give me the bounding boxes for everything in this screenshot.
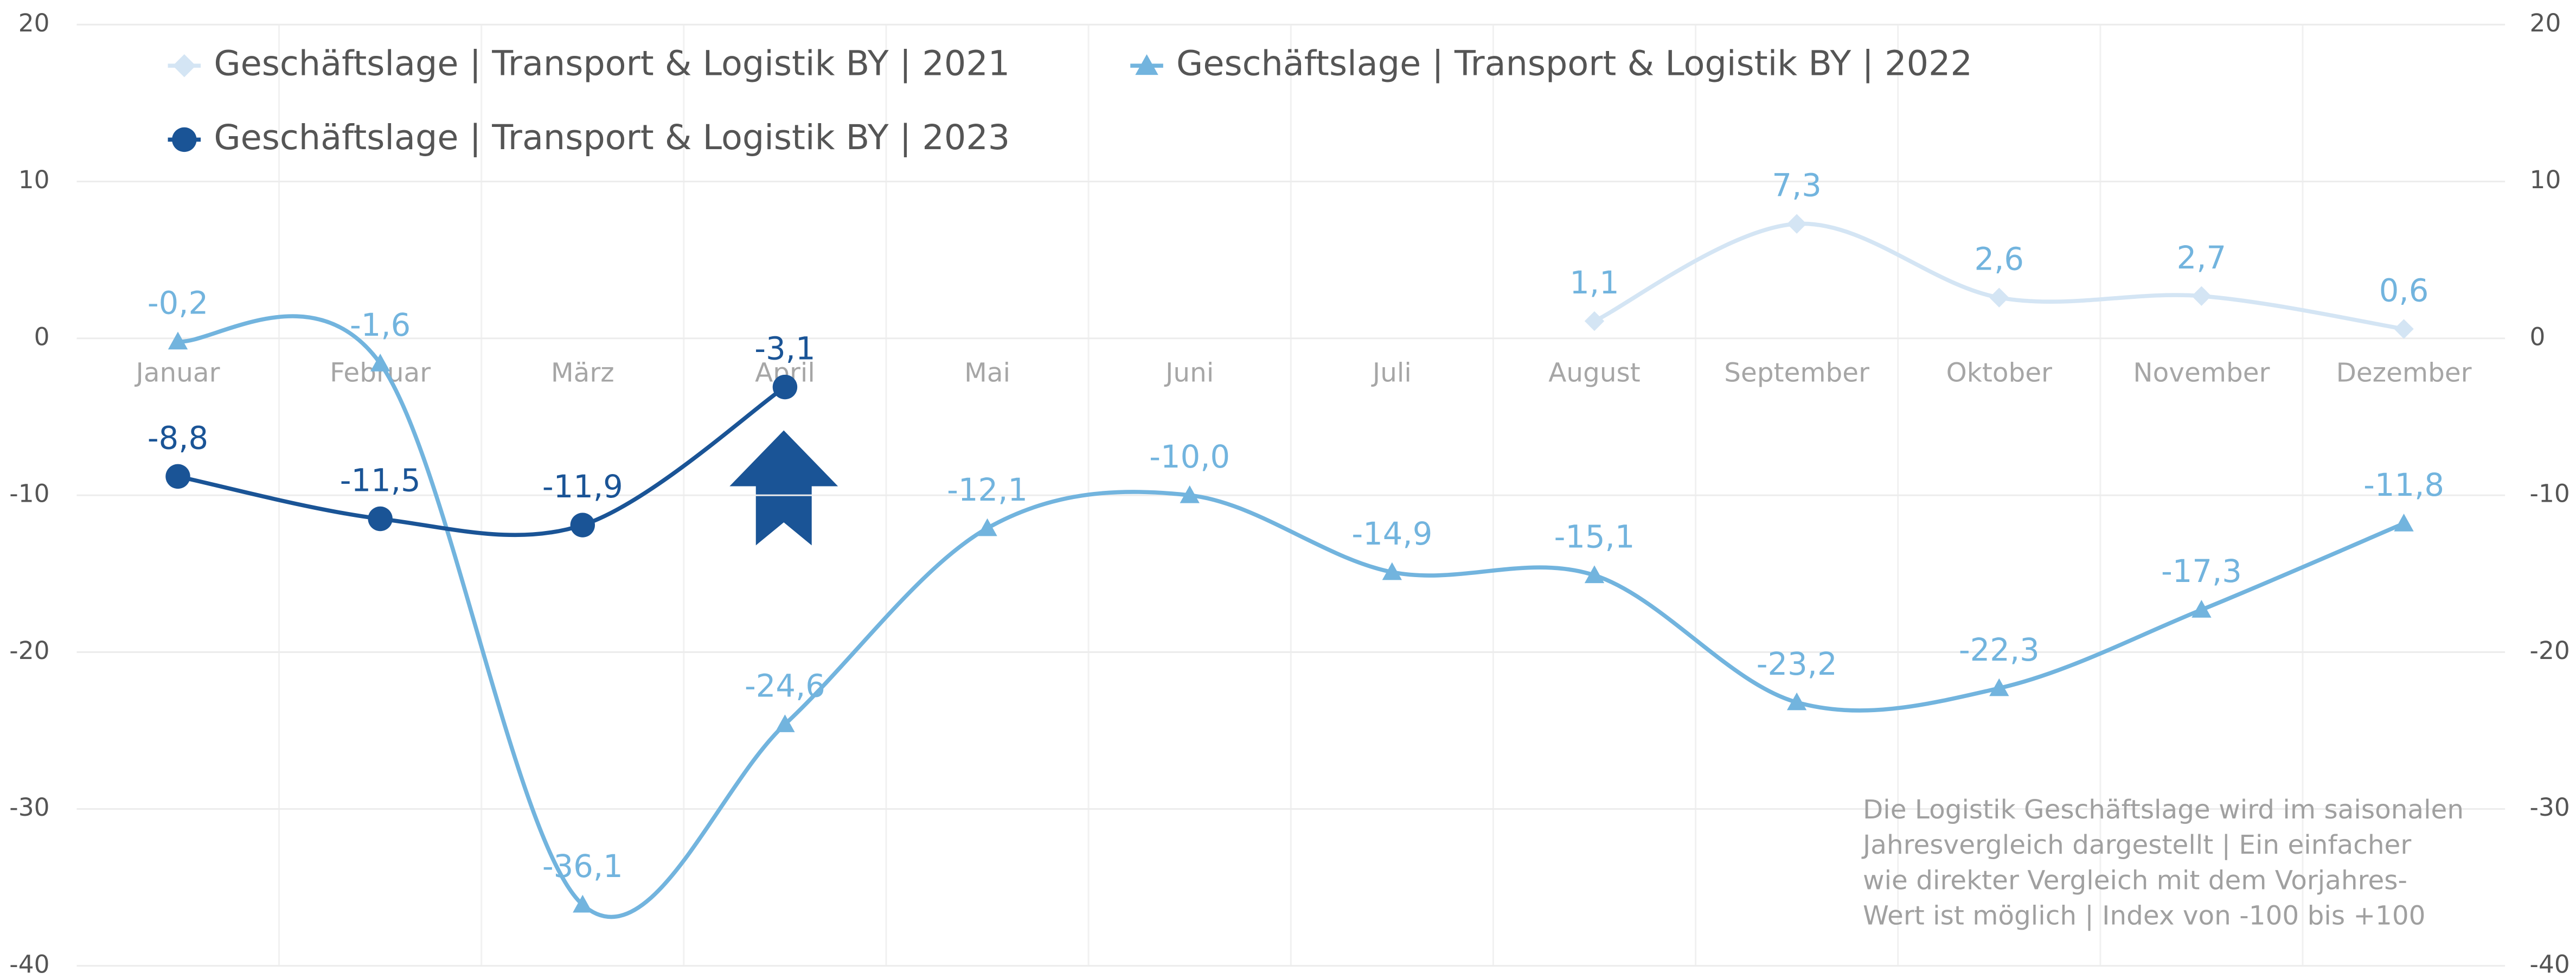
- data-label: -8,8: [148, 420, 208, 456]
- data-label: -11,5: [340, 462, 421, 498]
- marker: [573, 894, 593, 913]
- data-label: -10,0: [1149, 439, 1230, 475]
- marker: [370, 353, 390, 372]
- y-tick-label: 10: [18, 165, 50, 194]
- data-label: -12,1: [947, 472, 1028, 508]
- data-label: 7,3: [1772, 168, 1822, 204]
- arrow-up: [729, 430, 838, 546]
- data-label: 2,7: [2177, 240, 2227, 276]
- y2-tick-label: -30: [2530, 793, 2570, 822]
- y-tick-label: 0: [34, 322, 50, 351]
- x-tick-label: November: [2133, 358, 2270, 388]
- data-label: -11,8: [2363, 467, 2444, 503]
- marker: [775, 714, 795, 732]
- marker: [165, 464, 190, 489]
- data-label: -24,6: [745, 668, 825, 704]
- x-tick-label: Januar: [134, 358, 220, 388]
- legend-marker: [172, 54, 196, 78]
- y-tick-label: -40: [9, 950, 49, 978]
- marker: [168, 331, 188, 350]
- y2-tick-label: -20: [2530, 636, 2570, 665]
- legend-label: Geschäftslage | Transport & Logistik BY …: [214, 117, 1010, 158]
- marker: [2394, 319, 2414, 339]
- marker: [1989, 678, 2009, 696]
- y-tick-label: -30: [9, 793, 49, 822]
- data-label: 0,6: [2379, 273, 2429, 309]
- data-label: -36,1: [542, 848, 623, 885]
- y2-tick-label: 0: [2530, 322, 2546, 351]
- marker: [1786, 692, 1807, 711]
- annotation: wie direkter Vergleich mit dem Vorjahres…: [1863, 865, 2407, 895]
- y2-tick-label: 20: [2530, 9, 2561, 37]
- marker: [1989, 287, 2009, 308]
- data-label: -14,9: [1351, 516, 1432, 552]
- data-label: -3,1: [754, 331, 815, 367]
- marker: [1786, 214, 1807, 234]
- data-label: 1,1: [1569, 265, 1619, 301]
- annotation: Die Logistik Geschäftslage wird im saiso…: [1863, 795, 2464, 825]
- legend-label: Geschäftslage | Transport & Logistik BY …: [214, 43, 1010, 84]
- y-tick-label: -20: [9, 636, 49, 665]
- x-tick-label: Mai: [964, 358, 1010, 388]
- data-label: -1,6: [350, 307, 411, 343]
- x-tick-label: März: [551, 358, 614, 388]
- annotation: Wert ist möglich | Index von -100 bis +1…: [1863, 900, 2426, 931]
- y2-tick-label: -10: [2530, 479, 2570, 508]
- marker: [2394, 513, 2414, 532]
- marker: [2191, 600, 2212, 618]
- y-tick-label: -10: [9, 479, 49, 508]
- x-tick-label: September: [1724, 358, 1869, 388]
- series-line: [177, 385, 786, 538]
- marker: [570, 513, 595, 538]
- data-label: -11,9: [542, 469, 623, 505]
- y2-tick-label: -40: [2530, 950, 2570, 978]
- data-label: -22,3: [1959, 632, 2040, 668]
- data-label: -17,3: [2161, 553, 2242, 590]
- marker: [1584, 311, 1605, 331]
- marker: [2191, 286, 2212, 306]
- data-label: -23,2: [1757, 646, 1837, 682]
- x-tick-label: August: [1548, 358, 1641, 388]
- data-label: 2,6: [1975, 241, 2024, 278]
- marker: [1180, 485, 1200, 503]
- data-label: -0,2: [148, 285, 208, 322]
- data-label: -15,1: [1554, 519, 1635, 555]
- annotation: Jahresvergleich dargestellt | Ein einfac…: [1861, 830, 2411, 860]
- legend-marker: [1135, 54, 1158, 75]
- marker: [772, 374, 798, 400]
- y2-tick-label: 10: [2530, 165, 2561, 194]
- x-tick-label: Dezember: [2336, 358, 2472, 388]
- legend-label: Geschäftslage | Transport & Logistik BY …: [1176, 43, 1972, 84]
- marker: [368, 506, 393, 532]
- marker: [1584, 565, 1605, 584]
- marker: [977, 518, 997, 536]
- y-tick-label: 20: [18, 9, 50, 37]
- x-tick-label: Juni: [1164, 358, 1214, 388]
- x-tick-label: Oktober: [1946, 358, 2052, 388]
- marker: [1382, 562, 1402, 580]
- legend-marker: [172, 127, 197, 152]
- x-tick-label: Juli: [1371, 358, 1412, 388]
